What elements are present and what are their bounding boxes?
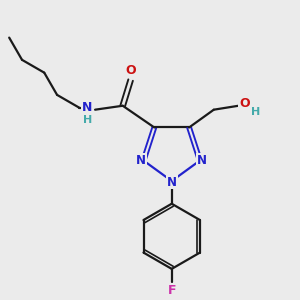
Text: O: O — [239, 97, 250, 110]
Text: F: F — [167, 284, 176, 297]
Text: N: N — [197, 154, 207, 167]
Text: O: O — [125, 64, 136, 77]
Text: N: N — [167, 176, 177, 188]
Text: N: N — [82, 101, 92, 114]
Text: N: N — [136, 154, 146, 167]
Text: H: H — [250, 107, 260, 117]
Text: H: H — [82, 115, 92, 124]
